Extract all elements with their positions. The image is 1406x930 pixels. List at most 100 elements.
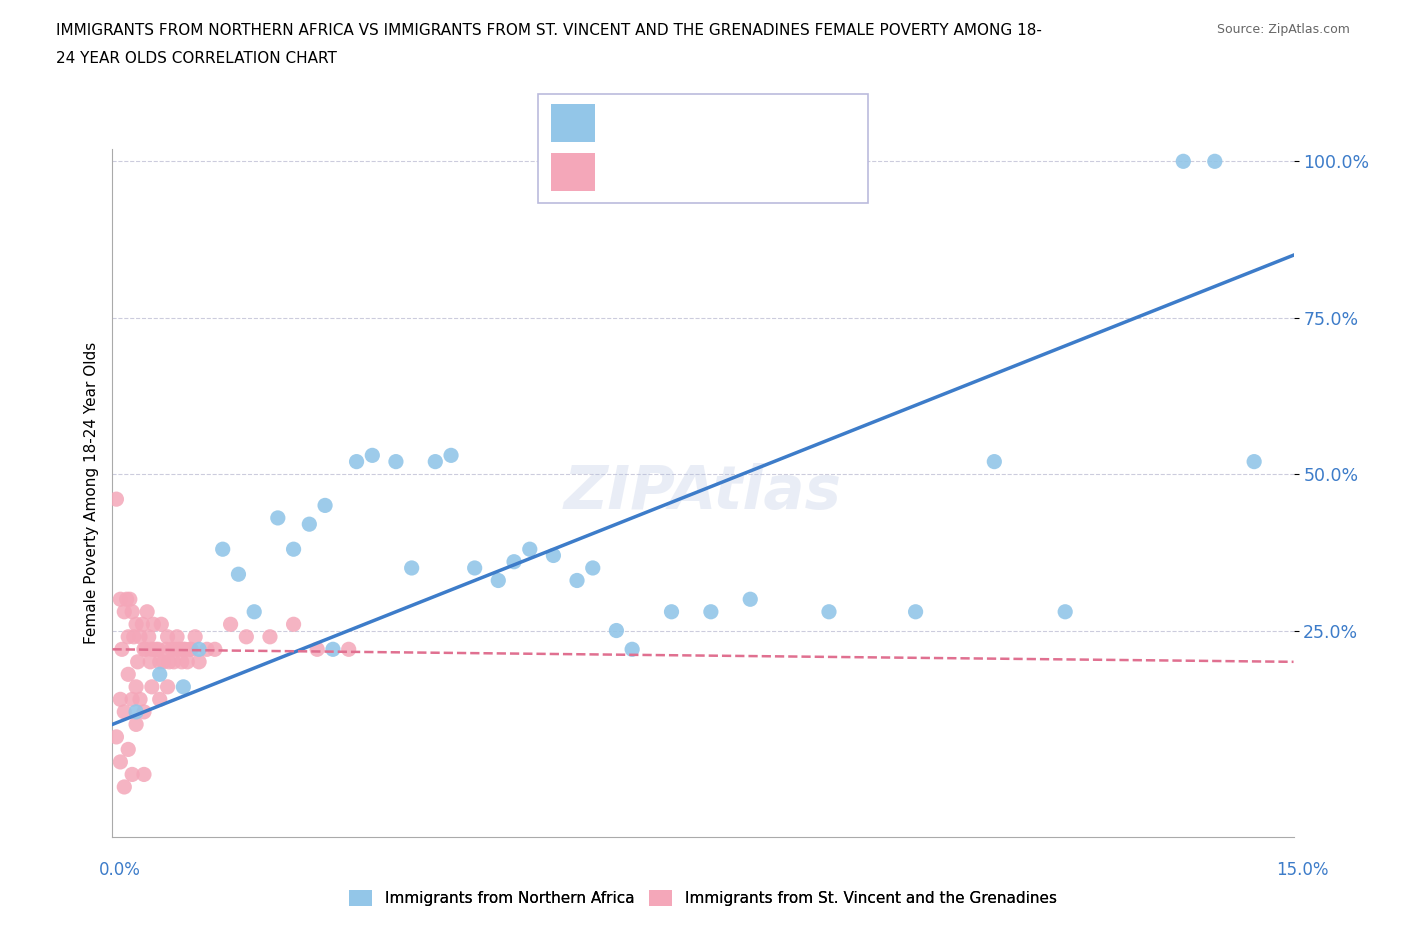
Point <box>425 454 447 469</box>
FancyBboxPatch shape <box>551 104 595 142</box>
Point <box>117 742 139 757</box>
Point <box>1173 153 1195 168</box>
Point <box>385 454 408 469</box>
Point <box>219 617 242 631</box>
Text: 24 YEAR OLDS CORRELATION CHART: 24 YEAR OLDS CORRELATION CHART <box>56 51 337 66</box>
Point <box>146 642 169 657</box>
Point <box>174 642 197 657</box>
Point <box>105 729 128 744</box>
Legend: Immigrants from Northern Africa, Immigrants from St. Vincent and the Grenadines: Immigrants from Northern Africa, Immigra… <box>343 884 1063 912</box>
Point <box>188 642 211 657</box>
Point <box>346 454 368 469</box>
Point <box>582 561 605 576</box>
Point <box>125 704 148 719</box>
Point <box>661 604 683 619</box>
Text: 15.0%: 15.0% <box>1275 860 1329 879</box>
Point <box>111 642 134 657</box>
Point <box>188 655 211 670</box>
Point <box>211 542 233 557</box>
Point <box>486 573 509 588</box>
Point <box>141 642 163 657</box>
Text: R =  0.585    N = 38: R = 0.585 N = 38 <box>609 114 790 132</box>
Point <box>131 617 153 631</box>
Point <box>149 655 172 670</box>
Text: R = -0.010    N = 62: R = -0.010 N = 62 <box>609 164 790 181</box>
Point <box>166 630 188 644</box>
Text: IMMIGRANTS FROM NORTHERN AFRICA VS IMMIGRANTS FROM ST. VINCENT AND THE GRENADINE: IMMIGRANTS FROM NORTHERN AFRICA VS IMMIG… <box>56 23 1042 38</box>
Point <box>115 591 138 606</box>
Point <box>160 642 183 657</box>
Point <box>125 617 148 631</box>
Point <box>129 630 152 644</box>
Point <box>117 667 139 682</box>
Point <box>112 779 135 794</box>
Point <box>503 554 526 569</box>
Point <box>132 642 155 657</box>
Point <box>176 655 198 670</box>
Point <box>138 630 160 644</box>
Point <box>179 642 201 657</box>
Point <box>170 655 193 670</box>
Point <box>180 642 202 657</box>
Point <box>1054 604 1077 619</box>
Point <box>464 561 486 576</box>
Point <box>152 655 174 670</box>
Point <box>283 617 305 631</box>
Point <box>149 667 172 682</box>
FancyBboxPatch shape <box>551 153 595 192</box>
Text: ZIPAtlas: ZIPAtlas <box>564 463 842 523</box>
Point <box>117 630 139 644</box>
Point <box>565 573 588 588</box>
Point <box>184 630 207 644</box>
Point <box>121 604 143 619</box>
Point <box>307 642 329 657</box>
Point <box>110 591 132 606</box>
Point <box>112 604 135 619</box>
Point <box>904 604 927 619</box>
Point <box>605 623 627 638</box>
Point <box>125 717 148 732</box>
Point <box>543 548 565 563</box>
Point <box>165 642 187 657</box>
Point <box>740 591 762 606</box>
Point <box>169 642 191 657</box>
Y-axis label: Female Poverty Among 18-24 Year Olds: Female Poverty Among 18-24 Year Olds <box>83 342 98 644</box>
Point <box>361 448 384 463</box>
Point <box>132 704 155 719</box>
Point <box>156 680 179 695</box>
Point <box>127 655 149 670</box>
Point <box>163 655 186 670</box>
Point <box>700 604 723 619</box>
Point <box>283 542 305 557</box>
Point <box>121 767 143 782</box>
Point <box>228 566 250 581</box>
Point <box>172 642 194 657</box>
Point <box>243 604 266 619</box>
Point <box>519 542 541 557</box>
Point <box>142 617 165 631</box>
Point <box>983 454 1005 469</box>
Point <box>110 692 132 707</box>
Point <box>172 680 194 695</box>
Point <box>401 561 423 576</box>
Point <box>110 754 132 769</box>
Point <box>259 630 281 644</box>
Point <box>122 630 145 644</box>
Point <box>621 642 644 657</box>
Point <box>118 591 141 606</box>
Point <box>145 642 167 657</box>
Point <box>139 655 162 670</box>
Point <box>112 704 135 719</box>
Point <box>135 642 157 657</box>
Point <box>818 604 841 619</box>
Point <box>337 642 360 657</box>
Text: Source: ZipAtlas.com: Source: ZipAtlas.com <box>1216 23 1350 36</box>
Point <box>149 692 172 707</box>
Point <box>157 655 180 670</box>
Point <box>195 642 218 657</box>
Point <box>322 642 344 657</box>
FancyBboxPatch shape <box>537 94 869 204</box>
Point <box>1243 454 1265 469</box>
Point <box>156 630 179 644</box>
Point <box>440 448 463 463</box>
